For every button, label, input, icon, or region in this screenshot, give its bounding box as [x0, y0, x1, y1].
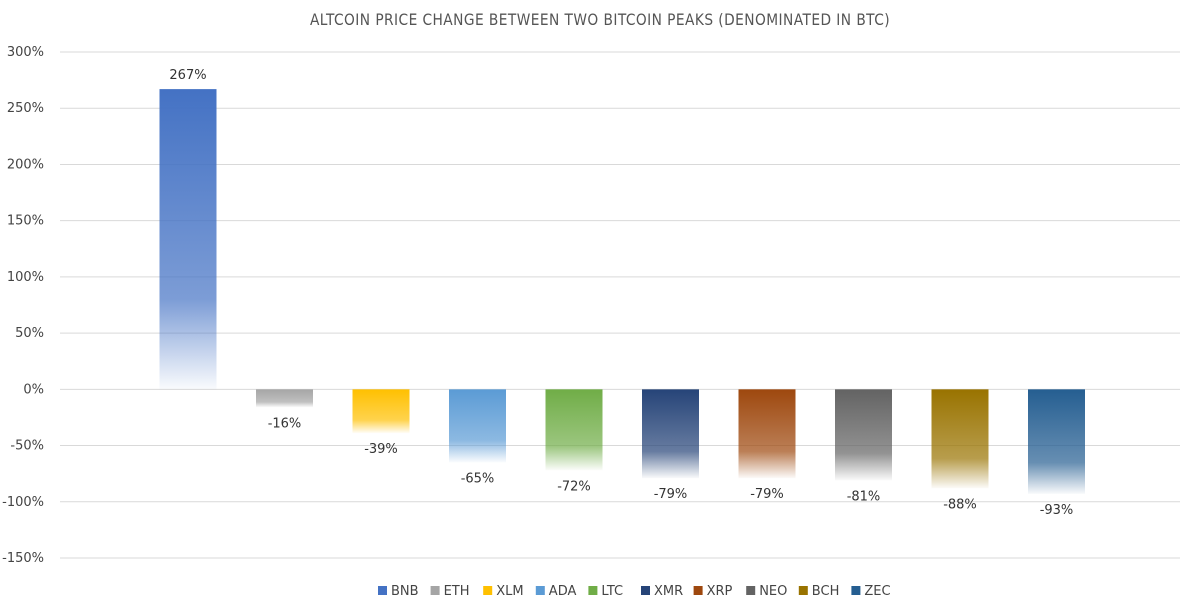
y-tick-label: 50% [15, 326, 44, 341]
legend-label: LTC [601, 584, 623, 599]
legend-swatch [483, 586, 493, 595]
data-label: -88% [943, 497, 977, 512]
data-label: -65% [461, 471, 495, 486]
legend-label: ZEC [864, 584, 890, 599]
legend-swatch [378, 586, 387, 595]
legend-swatch [430, 586, 440, 595]
y-axis-ticks: 300% 250% 200% 150% 100% 50% 0% -50% -100% -150% [2, 45, 44, 566]
legend-swatch [746, 586, 756, 595]
bar-xrp [738, 389, 796, 479]
bars [159, 89, 1085, 494]
data-label: -79% [750, 487, 784, 502]
bar-neo [835, 389, 892, 481]
data-label: 267% [169, 68, 206, 83]
y-tick-label: 300% [7, 45, 44, 60]
legend-label: XMR [654, 584, 683, 599]
y-tick-label: -50% [10, 439, 44, 454]
y-tick-label: 200% [7, 157, 44, 172]
legend-label: ADA [549, 584, 577, 599]
legend-label: XLM [496, 584, 523, 599]
y-tick-label: -100% [2, 495, 44, 510]
data-label: -16% [268, 416, 302, 431]
legend-swatch [535, 586, 545, 595]
bar-zec [1028, 389, 1085, 494]
bar-bch [931, 389, 989, 489]
bar-bnb [159, 89, 217, 390]
bar-xmr [642, 389, 699, 479]
legend: BNB ETH XLM ADA LTC XMR XRP NEO BCH ZEC [378, 584, 891, 599]
legend-label: XRP [707, 584, 733, 599]
legend-label: BCH [812, 584, 840, 599]
data-labels: 267% -16% -39% -65% -72% -79% -79% -81% -88% -93% [169, 68, 1073, 518]
y-tick-label: 250% [7, 101, 44, 116]
legend-label: NEO [759, 584, 787, 599]
gridlines [60, 51, 1180, 559]
data-label: -79% [654, 487, 688, 502]
legend-swatch [693, 586, 703, 595]
y-tick-label: 100% [7, 270, 44, 285]
legend-label: BNB [391, 584, 419, 599]
chart-title: ALTCOIN PRICE CHANGE BETWEEN TWO BITCOIN… [309, 10, 891, 29]
y-tick-label: -150% [2, 551, 44, 566]
bar-xlm [352, 389, 410, 434]
data-label: -93% [1040, 503, 1074, 518]
legend-swatch [798, 586, 808, 595]
y-tick-label: 150% [7, 214, 44, 229]
data-label: -72% [557, 479, 591, 494]
legend-label: ETH [444, 584, 470, 599]
bar-ada [449, 389, 506, 463]
y-tick-label: 0% [23, 382, 44, 397]
bar-eth [256, 389, 313, 408]
legend-swatch [851, 586, 861, 595]
data-label: -39% [364, 442, 398, 457]
legend-swatch [641, 586, 650, 595]
data-label: -81% [847, 489, 881, 504]
legend-swatch [588, 586, 598, 595]
bar-ltc [545, 389, 603, 471]
